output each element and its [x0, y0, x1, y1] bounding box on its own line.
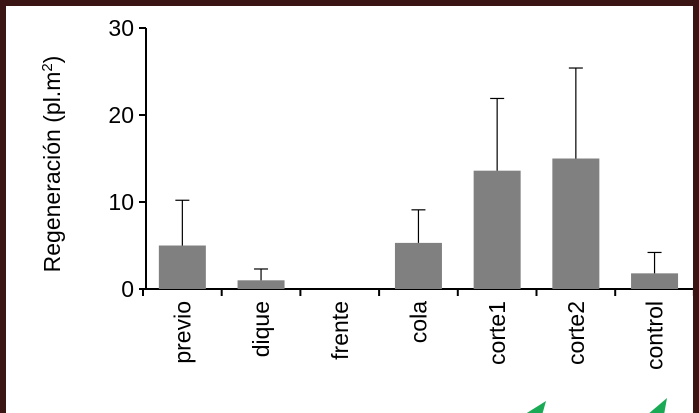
bars-group	[158, 158, 679, 289]
y-axis-title: Regeneración (pl.m2)	[39, 56, 66, 273]
x-labels-group: previo dique frente cola corte1 corte2 control	[169, 301, 667, 370]
bar-corte1	[473, 170, 521, 289]
y-tick-label: 0	[121, 276, 134, 302]
bar-chart: Regeneración (pl.m2) 0 10 20 30 previo dique…	[39, 15, 693, 413]
green-arrow-right	[649, 398, 667, 413]
x-label-frente: frente	[327, 301, 353, 360]
x-label-corte1: corte1	[484, 301, 510, 365]
x-label-dique: dique	[248, 301, 274, 357]
x-label-control: control	[642, 301, 668, 370]
y-axis-title-suffix: )	[39, 56, 65, 64]
y-axis-title-sup: 2	[39, 63, 56, 71]
y-tick-label: 10	[108, 189, 134, 215]
x-label-cola: cola	[405, 301, 431, 343]
y-ticks-group: 0 10 20 30	[108, 15, 146, 302]
x-label-corte2: corte2	[563, 301, 589, 365]
bar-dique	[237, 280, 285, 289]
y-axis-title-main: Regeneración (pl.m	[39, 72, 65, 273]
chart-frame: Regeneración (pl.m2) 0 10 20 30 previo dique…	[6, 6, 693, 413]
error-bars-group	[175, 67, 662, 281]
bar-corte2	[552, 158, 600, 289]
y-tick-label: 30	[108, 15, 134, 41]
decor-arrows	[526, 398, 667, 413]
bar-control	[631, 273, 679, 289]
y-tick-label: 20	[108, 102, 134, 128]
bar-cola	[394, 242, 442, 289]
bar-previo	[158, 245, 206, 289]
green-arrow-left	[526, 401, 546, 413]
x-label-previo: previo	[169, 301, 195, 364]
